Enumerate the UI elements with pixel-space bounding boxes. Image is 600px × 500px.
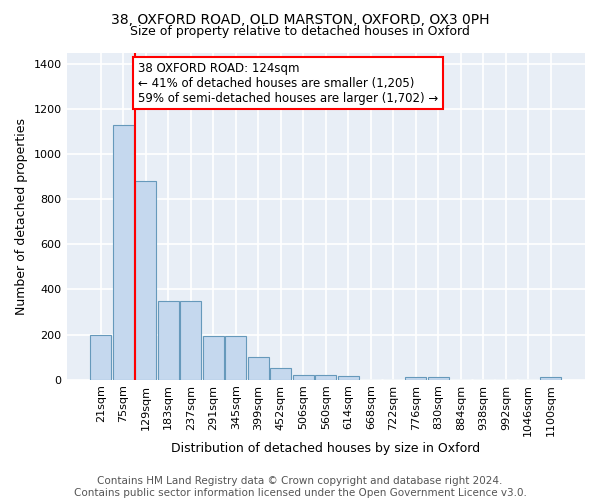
Y-axis label: Number of detached properties: Number of detached properties (15, 118, 28, 314)
Bar (158, 300, 179, 380)
Bar (248, 357, 269, 380)
Bar (315, 375, 337, 380)
Bar (203, 336, 224, 380)
Bar (113, 124, 134, 380)
Bar (293, 374, 314, 380)
Bar (338, 376, 359, 380)
Text: 38, OXFORD ROAD, OLD MARSTON, OXFORD, OX3 0PH: 38, OXFORD ROAD, OLD MARSTON, OXFORD, OX… (111, 12, 489, 26)
Bar (90, 334, 112, 380)
Text: Size of property relative to detached houses in Oxford: Size of property relative to detached ho… (130, 25, 470, 38)
Bar (405, 377, 427, 380)
Text: Contains HM Land Registry data © Crown copyright and database right 2024.
Contai: Contains HM Land Registry data © Crown c… (74, 476, 526, 498)
Bar (270, 368, 292, 380)
Bar (135, 181, 157, 380)
Bar (180, 300, 202, 380)
Bar (540, 377, 562, 380)
Bar (225, 336, 247, 380)
X-axis label: Distribution of detached houses by size in Oxford: Distribution of detached houses by size … (171, 442, 481, 455)
Text: 38 OXFORD ROAD: 124sqm
← 41% of detached houses are smaller (1,205)
59% of semi-: 38 OXFORD ROAD: 124sqm ← 41% of detached… (138, 62, 438, 104)
Bar (428, 377, 449, 380)
